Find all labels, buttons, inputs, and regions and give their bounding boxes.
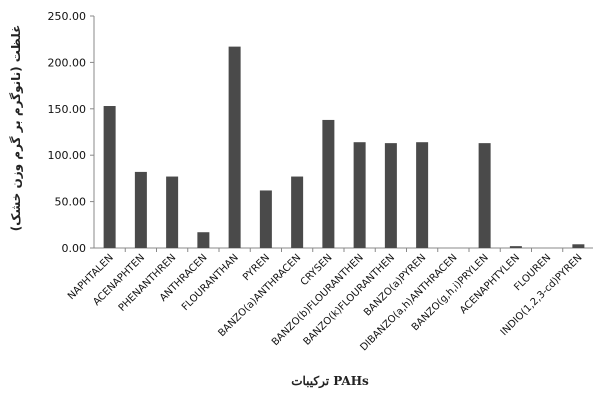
bar-naphtalen — [103, 106, 116, 249]
y-tick-label: 50.00 — [55, 196, 87, 209]
bar-banzo-a-pyren — [416, 142, 429, 248]
y-tick-label: 0.00 — [62, 242, 87, 255]
chart-bars — [103, 46, 585, 249]
bar-banzo-k-flouranthen — [384, 143, 397, 248]
bar-acenaphtylen — [509, 246, 522, 248]
x-axis-label: ترکیبات PAHs — [291, 374, 369, 389]
bar-banzo-a-anthracen — [291, 176, 304, 248]
y-tick-label: 100.00 — [48, 149, 87, 162]
bar-pyren — [259, 190, 272, 248]
y-axis-label: غلظت (نانوگرم بر گرم وزن خشک) — [9, 25, 24, 232]
bar-phenanthren — [166, 176, 179, 248]
bar-flouranthan — [228, 46, 241, 249]
bar-indio-1-2-3-cd-pyren — [572, 244, 585, 248]
y-axis-ticks: 0.00 50.00 100.00 150.00 200.00 250.00 — [48, 10, 94, 255]
x-category-label: PHENANTHREN — [117, 252, 179, 314]
x-axis-categories: NAPHTALENACENAPHTENPHENANTHRENANTHRACENF… — [66, 248, 584, 353]
bar-banzo-g-h-i-prylen — [478, 143, 491, 248]
y-tick-label: 150.00 — [48, 103, 87, 116]
y-tick-label: 200.00 — [48, 56, 87, 69]
bar-anthracen — [197, 232, 210, 248]
x-category-label: FLOURANTHAN — [180, 252, 241, 313]
bar-banzo-b-flouranthen — [353, 142, 366, 248]
y-tick-label: 250.00 — [48, 10, 87, 23]
x-category-label: PYREN — [241, 252, 272, 283]
bar-acenaphten — [134, 171, 147, 248]
bar-crysen — [322, 119, 335, 248]
